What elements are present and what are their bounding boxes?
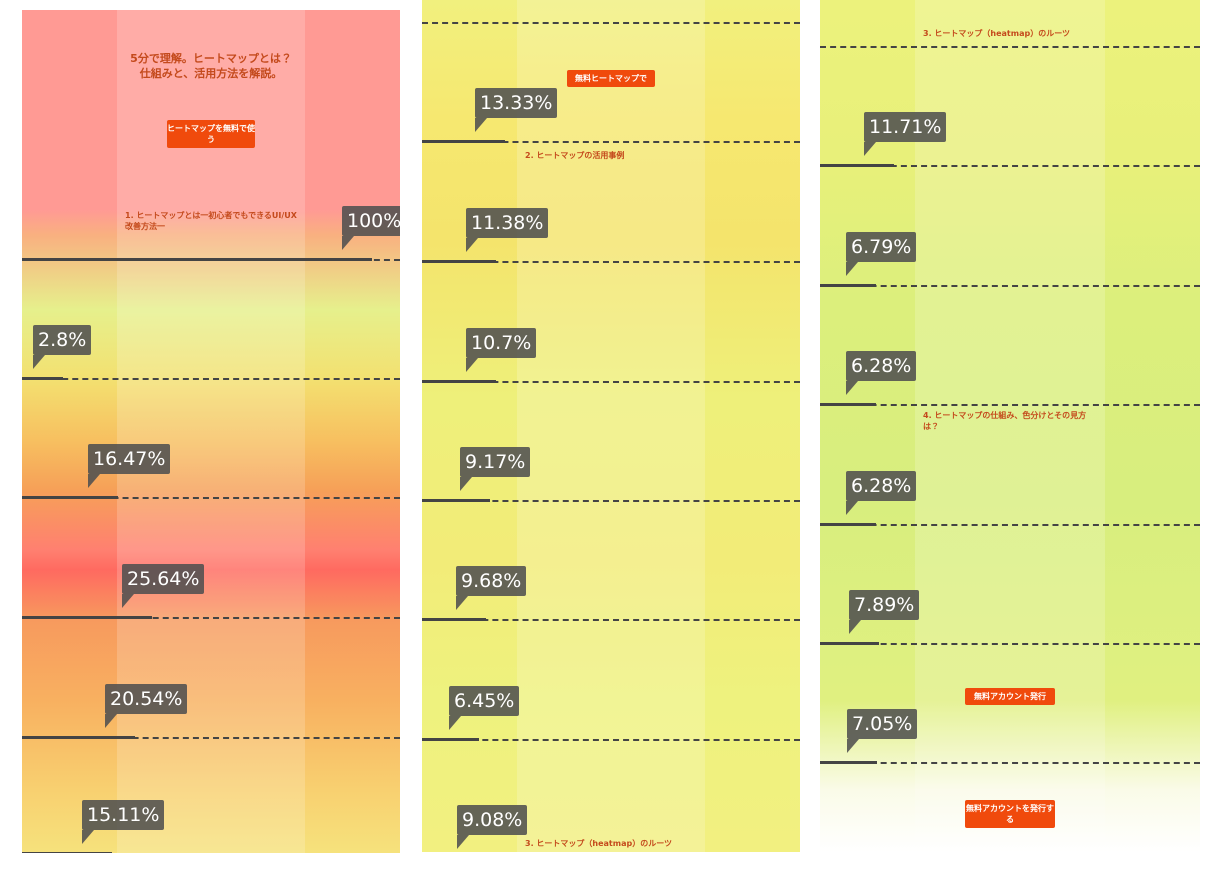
label-tail [846, 381, 858, 395]
fold-marker [820, 403, 876, 406]
heading: 2. ヒートマップの活用事例 [525, 151, 625, 160]
scroll-reach-label: 11.71% [864, 112, 947, 142]
fold-line [22, 617, 400, 619]
page-preview: 5分で理解。ヒートマップとは？ 仕組みと、活用方法を解説。ヒートマップを無料で使う… [117, 10, 305, 853]
label-tail [466, 238, 478, 252]
button: 無料アカウント発行 [965, 688, 1055, 705]
fold-line [820, 643, 1200, 645]
label-tail [847, 739, 859, 753]
label-tail [457, 835, 469, 849]
label-tail [864, 142, 876, 156]
fold-line [422, 381, 800, 383]
fold-line [422, 22, 800, 24]
label-tail [105, 714, 117, 728]
scroll-reach-label: 25.64% [122, 564, 205, 594]
fold-line [22, 378, 400, 380]
label-tail [82, 830, 94, 844]
button: 無料アカウントを発行する [965, 800, 1055, 828]
fold-marker [820, 164, 894, 167]
scroll-reach-label: 2.8% [33, 325, 92, 355]
label-tail [449, 716, 461, 730]
scroll-reach-label: 6.28% [846, 351, 917, 381]
label-tail [33, 355, 45, 369]
fold-marker [22, 736, 135, 739]
scroll-reach-label: 11.38% [466, 208, 549, 238]
fold-line [820, 524, 1200, 526]
fold-marker [820, 284, 876, 287]
label-tail [466, 358, 478, 372]
label-tail [846, 262, 858, 276]
fold-marker [422, 738, 479, 741]
fold-line [422, 739, 800, 741]
fold-line [422, 619, 800, 621]
scroll-reach-label: 9.08% [457, 805, 528, 835]
fold-line [820, 404, 1200, 406]
label-tail [849, 620, 861, 634]
fold-marker [22, 377, 63, 380]
fold-line [422, 500, 800, 502]
fold-line [820, 762, 1200, 764]
label-tail [88, 474, 100, 488]
label-tail [475, 118, 487, 132]
scroll-reach-label: 6.45% [449, 686, 520, 716]
heading: 3. ヒートマップ（heatmap）のルーツ [923, 29, 1071, 38]
button: ヒートマップを無料で使う [167, 120, 255, 148]
fold-marker [422, 140, 505, 143]
button: 無料ヒートマップで [567, 70, 655, 87]
label-tail [456, 596, 468, 610]
scroll-reach-label: 6.79% [846, 232, 917, 262]
scroll-reach-label: 7.05% [847, 709, 918, 739]
scroll-reach-label: 16.47% [88, 444, 171, 474]
scroll-reach-label: 100% [342, 206, 400, 236]
fold-marker [22, 258, 372, 261]
label-tail [122, 594, 134, 608]
fold-marker [22, 496, 118, 499]
scroll-reach-label: 13.33% [475, 88, 558, 118]
heatmap-column: 5分で理解。ヒートマップとは？ 仕組みと、活用方法を解説。ヒートマップを無料で使う… [22, 10, 400, 853]
fold-line [422, 141, 800, 143]
fold-line [820, 285, 1200, 287]
heatmap-column: 3. ヒートマップ（heatmap）のルーツ 4. ヒートマップの仕組み、色分けと… [820, 0, 1200, 852]
fold-line [22, 497, 400, 499]
page-preview: 無料ヒートマップで 2. ヒートマップの活用事例 3. ヒートマップ（heatmap… [517, 0, 705, 852]
heading: 仕組みと、活用方法を解説。 [139, 67, 283, 80]
scroll-reach-label: 7.89% [849, 590, 920, 620]
fold-marker [22, 616, 152, 619]
fold-marker [820, 642, 879, 645]
fold-marker [422, 260, 496, 263]
page-preview: 3. ヒートマップ（heatmap）のルーツ 4. ヒートマップの仕組み、色分けと… [915, 0, 1105, 852]
label-tail [460, 477, 472, 491]
fold-line [422, 261, 800, 263]
fold-marker [422, 499, 490, 502]
scroll-reach-label: 10.7% [466, 328, 537, 358]
heading: 1. ヒートマップとは一初心者でもできるUI/UX改善方法一 [125, 211, 297, 231]
heading: 3. ヒートマップ（heatmap）のルーツ [525, 839, 673, 848]
scroll-reach-label: 20.54% [105, 684, 188, 714]
scroll-reach-label: 9.17% [460, 447, 531, 477]
fold-marker [22, 852, 112, 853]
fold-line [820, 165, 1200, 167]
heading: 5分で理解。ヒートマップとは？ [130, 52, 292, 65]
fold-marker [422, 618, 486, 621]
heatmap-column: 無料ヒートマップで 2. ヒートマップの活用事例 3. ヒートマップ（heatmap… [422, 0, 800, 852]
label-tail [342, 236, 354, 250]
fold-marker [820, 523, 876, 526]
scroll-reach-label: 9.68% [456, 566, 527, 596]
scroll-reach-label: 15.11% [82, 800, 165, 830]
heading: 4. ヒートマップの仕組み、色分けとその見方は？ [923, 411, 1087, 431]
fold-line [22, 737, 400, 739]
fold-marker [820, 761, 877, 764]
fold-line [820, 46, 1200, 48]
fold-marker [422, 380, 496, 383]
label-tail [846, 501, 858, 515]
scroll-reach-label: 6.28% [846, 471, 917, 501]
